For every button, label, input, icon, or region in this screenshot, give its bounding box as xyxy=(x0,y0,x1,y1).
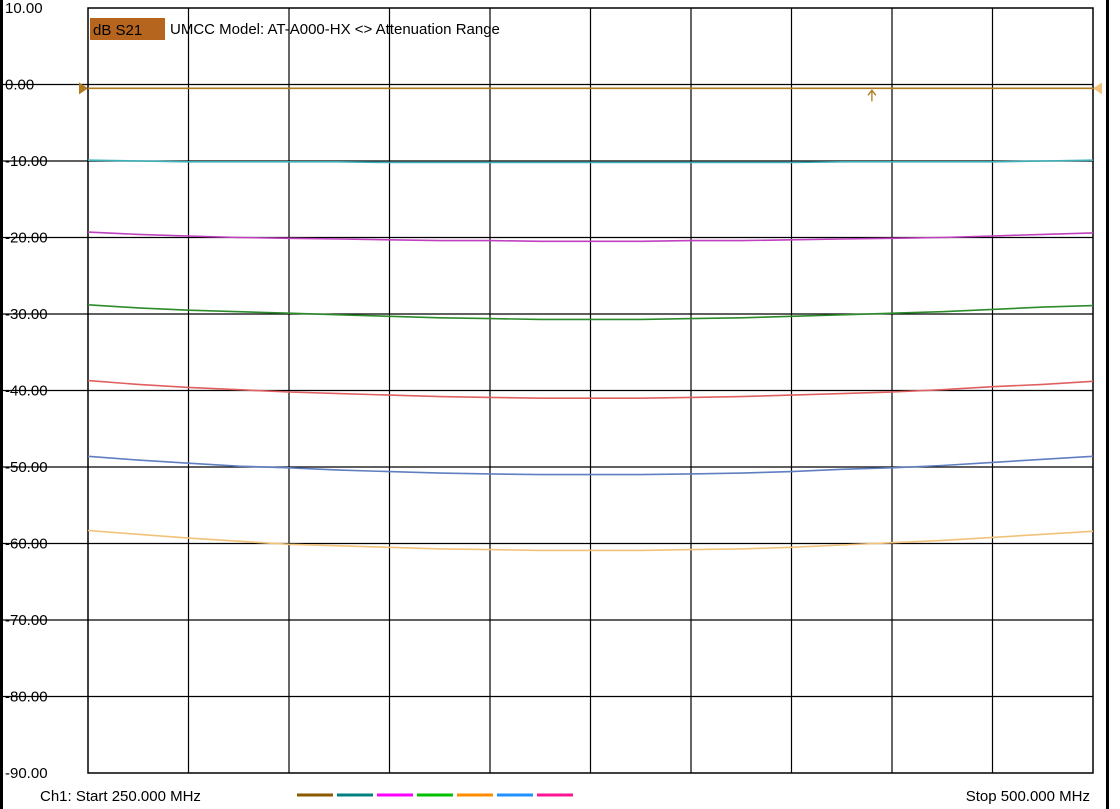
channel-title: UMCC Model: AT-A000-HX <> Attenuation Ra… xyxy=(170,21,500,38)
trace-line-6[interactable] xyxy=(87,455,1094,476)
y-tick-label: -60.00 xyxy=(5,536,48,553)
y-axis-ticks: 10.00 0.00 -10.00 -20.00 -30.00 -40.00 -50.00 -… xyxy=(5,0,48,782)
y-tick-label: -30.00 xyxy=(5,306,48,323)
y-tick-label: -50.00 xyxy=(5,459,48,476)
y-tick-label: -80.00 xyxy=(5,689,48,706)
start-frequency-label[interactable]: Ch1: Start 250.000 MHz xyxy=(40,788,201,805)
markers xyxy=(79,82,1102,102)
y-tick-label: 0.00 xyxy=(5,77,34,94)
trace-line-4[interactable] xyxy=(87,304,1094,321)
y-tick-label: -90.00 xyxy=(5,765,48,782)
marker-arrow[interactable] xyxy=(867,89,877,102)
y-tick-label: -20.00 xyxy=(5,230,48,247)
measurement-badge-bg xyxy=(90,18,165,40)
measurement-badge[interactable]: dB S21 xyxy=(93,22,142,39)
window-frame-left xyxy=(0,0,3,809)
y-tick-label: 10.00 xyxy=(5,0,43,17)
trace-line-3[interactable] xyxy=(87,231,1094,243)
trace-line-5[interactable] xyxy=(87,379,1094,400)
reference-level-right-arrow[interactable] xyxy=(1093,82,1102,95)
trace-line-7[interactable] xyxy=(87,529,1094,552)
reference-level-left-arrow[interactable] xyxy=(79,82,88,95)
stop-frequency-label[interactable]: Stop 500.000 MHz xyxy=(966,788,1090,805)
traces xyxy=(87,87,1094,552)
y-tick-label: -70.00 xyxy=(5,612,48,629)
y-tick-label: -10.00 xyxy=(5,153,48,170)
window-frame-right xyxy=(1106,0,1109,809)
y-tick-label: -40.00 xyxy=(5,383,48,400)
trace-line-2[interactable] xyxy=(87,159,1094,164)
